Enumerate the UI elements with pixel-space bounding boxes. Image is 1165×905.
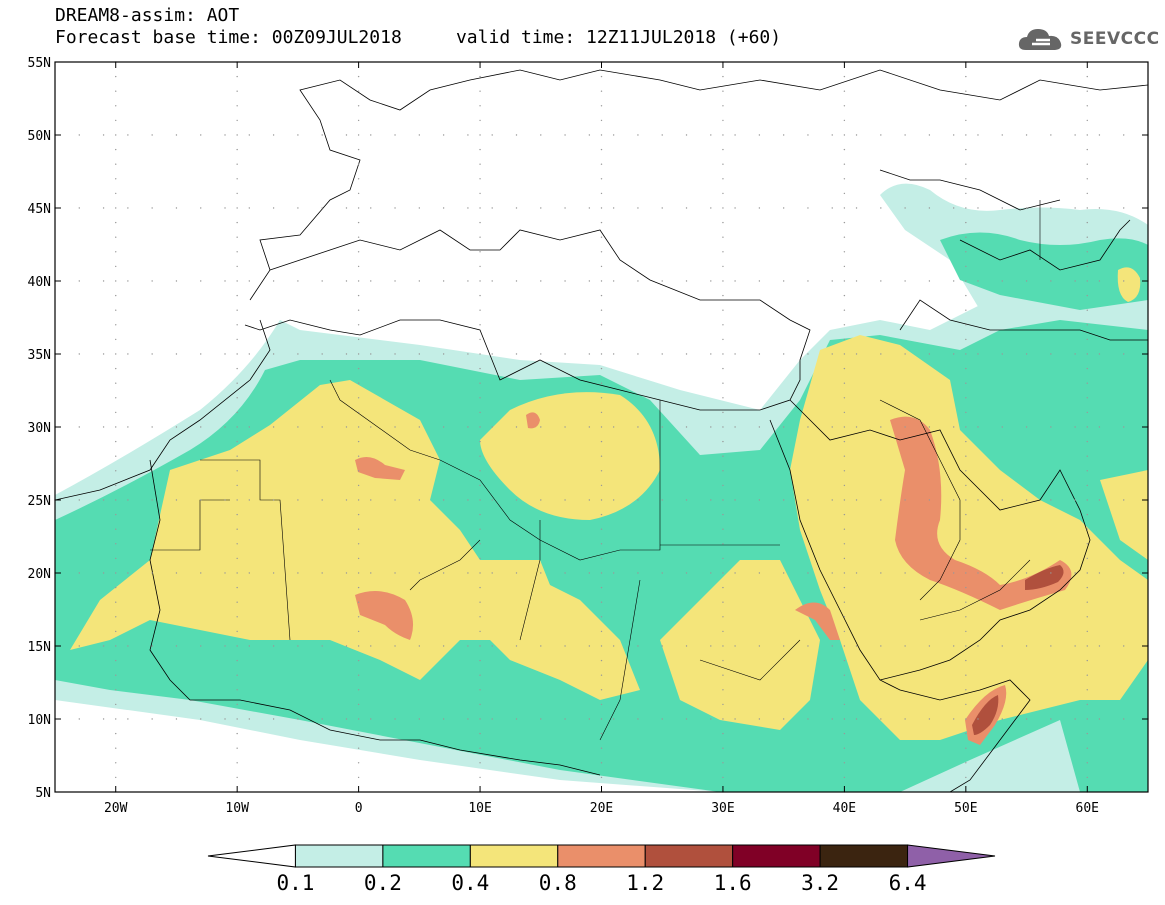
colorbar-level-label: 0.1 (276, 871, 315, 895)
aot-band-0.8-saharan (355, 456, 405, 480)
aot-band-0.4-west (70, 380, 560, 680)
lon-label: 30E (711, 801, 734, 816)
colorbar-level-label: 0.4 (451, 871, 490, 895)
aot-contours (55, 183, 1148, 792)
lon-label: 10E (468, 801, 491, 816)
aot-band-0.8-arabia (890, 416, 1072, 610)
lat-label: 30N (28, 421, 51, 436)
aot-band-0.4-libya (480, 392, 660, 520)
cloud-logo-icon (1018, 29, 1062, 50)
lat-label: 40N (28, 275, 51, 290)
aot-band-0.8-mali (355, 591, 414, 640)
lat-label: 35N (28, 348, 51, 363)
lon-label: 10W (225, 801, 249, 816)
colorbar-swatch (819, 844, 909, 868)
aot-band-0.8-eritrea (795, 602, 840, 640)
lat-label: 5N (35, 786, 51, 801)
aot-band-0.4-central (480, 580, 640, 700)
colorbar-swatch (557, 844, 646, 868)
lon-label: 60E (1076, 801, 1099, 816)
aot-band-0.4-east (1100, 470, 1148, 560)
lat-label: 20N (28, 567, 51, 582)
country-borders (150, 200, 1041, 741)
seevccc-logo: SEEVCCC (1016, 24, 1160, 54)
coastlines (55, 69, 1148, 792)
lon-label: 20E (590, 801, 613, 816)
lat-label: 25N (28, 494, 51, 509)
axis-labels: 55N 50N 45N 40N 35N 30N 25N 20N 15N 10N 5N 20W 10W 0 1… (28, 56, 1100, 816)
lat-label: 45N (28, 202, 51, 217)
colorbar-swatch (469, 844, 559, 868)
aot-band-0.4-sudan (660, 560, 820, 730)
colorbar-level-label: 6.4 (888, 871, 927, 895)
aot-band-0.4-caspian (1117, 267, 1141, 302)
colorbar-arrow-low (207, 844, 296, 868)
aot-band-0.8-libya (526, 412, 540, 429)
lat-label: 15N (28, 640, 51, 655)
colorbar-level-label: 0.2 (363, 871, 402, 895)
colorbar-arrow-high (907, 844, 996, 868)
colorbar-swatch (644, 844, 734, 868)
axis-ticks (55, 61, 1148, 793)
colorbar-swatch (294, 844, 384, 868)
colorbar-level-label: 3.2 (801, 871, 840, 895)
colorbar-level-label: 1.6 (713, 871, 752, 895)
colorbar (207, 844, 996, 868)
colorbar-level-label: 0.8 (538, 871, 577, 895)
aot-band-1.2-oman (1025, 565, 1064, 590)
lat-label: 10N (28, 713, 51, 728)
lon-label: 40E (833, 801, 856, 816)
colorbar-swatch (382, 844, 471, 868)
forecast-times: Forecast base time: 00Z09JUL2018 valid t… (55, 27, 782, 48)
lat-label: 50N (28, 129, 51, 144)
lon-label: 50E (954, 801, 977, 816)
logo-text: SEEVCCC (1070, 29, 1160, 49)
colorbar-level-label: 1.2 (626, 871, 665, 895)
aot-band-0.4-arabia (790, 335, 1148, 740)
aot-band-1.2-somalia (972, 695, 999, 735)
lon-label: 20W (104, 801, 128, 816)
map-title: DREAM8-assim: AOT (55, 5, 240, 26)
aot-band-0.2-north (940, 232, 1148, 310)
colorbar-swatch (732, 844, 821, 868)
lon-label: 0 (355, 801, 363, 816)
lat-label: 55N (28, 56, 51, 71)
